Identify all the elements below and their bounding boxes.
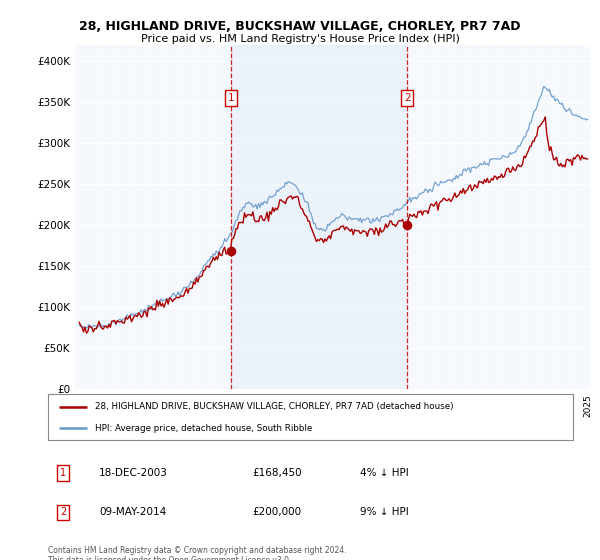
Text: 28, HIGHLAND DRIVE, BUCKSHAW VILLAGE, CHORLEY, PR7 7AD (detached house): 28, HIGHLAND DRIVE, BUCKSHAW VILLAGE, CH… (95, 402, 454, 411)
Text: 28, HIGHLAND DRIVE, BUCKSHAW VILLAGE, CHORLEY, PR7 7AD: 28, HIGHLAND DRIVE, BUCKSHAW VILLAGE, CH… (79, 20, 521, 32)
FancyBboxPatch shape (48, 394, 573, 440)
Text: 9% ↓ HPI: 9% ↓ HPI (360, 507, 409, 517)
Text: £168,450: £168,450 (252, 468, 302, 478)
Text: 18-DEC-2003: 18-DEC-2003 (99, 468, 168, 478)
Text: 1: 1 (228, 93, 235, 103)
Text: 2: 2 (60, 507, 66, 517)
Text: £200,000: £200,000 (252, 507, 301, 517)
Text: 1: 1 (60, 468, 66, 478)
Point (403, 221, 412, 230)
Text: 2: 2 (404, 93, 410, 103)
Text: 09-MAY-2014: 09-MAY-2014 (99, 507, 166, 517)
Bar (231, 45, 407, 389)
Point (226, 246, 236, 255)
Text: HPI: Average price, detached house, South Ribble: HPI: Average price, detached house, Sout… (95, 423, 313, 433)
Text: Price paid vs. HM Land Registry's House Price Index (HPI): Price paid vs. HM Land Registry's House … (140, 34, 460, 44)
Text: 4% ↓ HPI: 4% ↓ HPI (360, 468, 409, 478)
Text: Contains HM Land Registry data © Crown copyright and database right 2024.
This d: Contains HM Land Registry data © Crown c… (48, 546, 347, 560)
